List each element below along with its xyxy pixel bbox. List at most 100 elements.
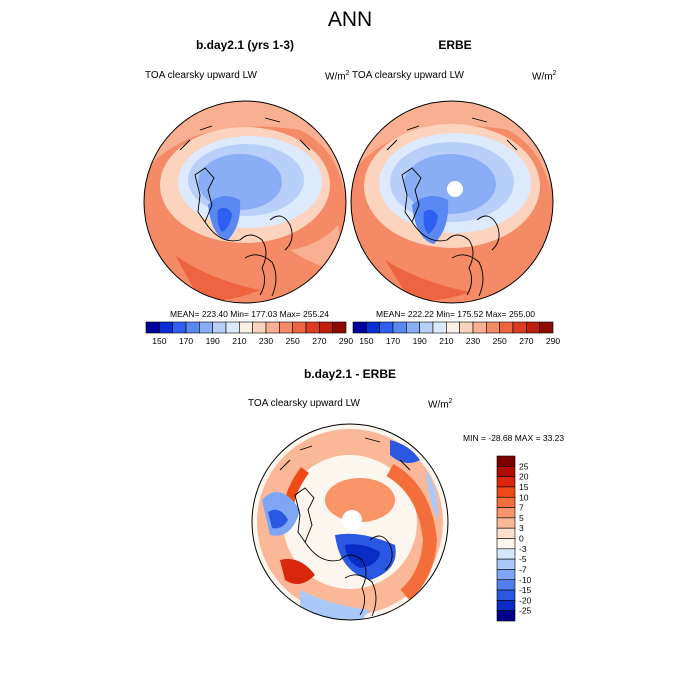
colorbar-panel3-tick-label: -15: [519, 585, 532, 595]
panel3-variable: TOA clearsky upward LW: [248, 398, 360, 409]
colorbar-panel3-swatch: [496, 600, 516, 611]
colorbar-panel2-swatch: [446, 321, 460, 334]
panel1-title: b.day2.1 (yrs 1-3): [195, 38, 295, 52]
colorbar-panel3-swatch: [496, 455, 516, 467]
colorbar-panel3-swatch: [496, 569, 516, 581]
colorbar-panel3-swatch: [496, 486, 516, 498]
colorbar-panel3-swatch: [496, 476, 516, 488]
colorbar-panel3-swatch: [496, 538, 516, 550]
colorbar-panel3-swatch: [496, 496, 516, 508]
colorbar-panel2-tick-label: 230: [466, 336, 480, 346]
colorbar-panel1-tick-label: 150: [152, 336, 166, 346]
colorbar-panel3-swatch: [496, 517, 516, 529]
colorbar-panel3-tick-label: 3: [519, 523, 524, 533]
colorbar-panel3-tick-label: -25: [519, 606, 532, 616]
colorbar-panel1-swatch: [252, 321, 267, 334]
colorbar-panel2-swatch: [539, 321, 554, 334]
panel1-stats: MEAN= 223.40 Min= 177.03 Max= 255.24: [170, 309, 330, 319]
colorbar-panel1-swatch: [225, 321, 240, 334]
colorbar-panel3-swatch: [496, 610, 516, 622]
colorbar-panel3-tick-label: -5: [519, 554, 527, 564]
colorbar-panel3-tick-label: 5: [519, 513, 524, 523]
colorbar-panel3-swatch: [496, 507, 516, 519]
colorbar-panel2-tick-label: 170: [386, 336, 400, 346]
colorbar-panel1: 150 170 190 210 230 250 270 290: [145, 321, 353, 346]
panel2-variable: TOA clearsky upward LW: [352, 70, 464, 81]
map-panel1-border: [143, 100, 347, 304]
panel2-stats: MEAN= 222.22 Min= 175.52 Max= 255.00: [376, 309, 536, 319]
colorbar-panel2-swatch: [432, 321, 447, 334]
colorbar-panel2-swatch: [459, 321, 474, 334]
colorbar-panel1-tick-label: 190: [206, 336, 220, 346]
colorbar-panel1-tick-label: 170: [179, 336, 193, 346]
colorbar-panel3-tick-label: -3: [519, 544, 527, 554]
map-panel3: [252, 424, 448, 620]
colorbar-panel1-swatch: [292, 321, 307, 334]
colorbar-panel3-tick-label: 10: [519, 492, 529, 502]
panel2-title: ERBE: [438, 38, 472, 52]
colorbar-panel2-swatch: [499, 321, 514, 334]
colorbar-panel2-tick-label: 150: [359, 336, 373, 346]
map-panel2: [351, 101, 553, 303]
panel3-stats: MIN = -28.68 MAX = 33.23: [463, 433, 565, 443]
colorbar-panel1-swatch: [199, 321, 213, 334]
colorbar-panel1-swatch: [279, 321, 293, 334]
panel1-variable: TOA clearsky upward LW: [145, 70, 257, 81]
colorbar-panel2-swatch: [392, 321, 407, 334]
colorbar-panel1-tick-label: 270: [312, 336, 326, 346]
colorbar-panel1-swatch: [159, 321, 173, 334]
colorbar-panel2-swatch: [406, 321, 420, 334]
colorbar-panel3-tick-label: -7: [519, 564, 527, 574]
colorbar-panel1-swatch: [185, 321, 200, 334]
colorbar-panel2-swatch: [352, 321, 367, 334]
colorbar-panel2-swatch: [512, 321, 527, 334]
colorbar-panel3-swatch: [496, 527, 516, 539]
colorbar-panel2-tick-label: 290: [546, 336, 560, 346]
colorbar-panel3-tick-label: 20: [519, 472, 529, 482]
colorbar-panel3-swatch: [496, 466, 516, 477]
colorbar-panel2-tick-label: 210: [439, 336, 453, 346]
colorbar-panel3-swatch: [496, 579, 516, 591]
colorbar-panel1-swatch: [172, 321, 187, 334]
colorbar-panel1-swatch: [319, 321, 333, 334]
colorbar-panel1-tick-label: 230: [259, 336, 273, 346]
colorbar-panel3-tick-label: 25: [519, 461, 529, 471]
map-panel2-border: [350, 100, 554, 304]
main-title: ANN: [327, 8, 373, 31]
colorbar-panel2-swatch: [379, 321, 394, 334]
colorbar-panel2-tick-label: 190: [413, 336, 427, 346]
colorbar-panel2-tick-label: 270: [519, 336, 533, 346]
colorbar-panel2-tick-label: 250: [493, 336, 507, 346]
colorbar-panel1-swatch: [145, 321, 160, 334]
colorbar-panel3-tick-label: -10: [519, 575, 532, 585]
colorbar-panel1-tick-label: 290: [339, 336, 353, 346]
colorbar-panel1-tick-label: 210: [232, 336, 246, 346]
colorbar-panel1-swatch: [239, 321, 253, 334]
map-panel1: [144, 101, 346, 303]
colorbar-panel3-tick-label: -20: [519, 595, 532, 605]
colorbar-panel1-swatch: [332, 321, 347, 334]
colorbar-panel1-tick-label: 250: [286, 336, 300, 346]
colorbar-panel3-tick-label: 0: [519, 534, 524, 544]
colorbar-panel2-swatch: [526, 321, 540, 334]
colorbar-panel2-swatch: [419, 321, 434, 334]
panel3-units: W/m2: [428, 398, 453, 411]
colorbar-panel1-swatch: [212, 321, 227, 334]
colorbar-panel1-swatch: [265, 321, 280, 334]
panel3-title: b.day2.1 - ERBE: [303, 367, 397, 381]
colorbar-panel2-swatch: [486, 321, 500, 334]
colorbar-panel3-swatch: [496, 558, 516, 570]
panel2-units: W/m2: [532, 70, 557, 83]
colorbar-panel3-swatch: [496, 589, 516, 601]
colorbar-panel3-tick-label: 15: [519, 482, 529, 492]
colorbar-panel2: 150 170 190 210 230 250 270 290: [352, 321, 560, 346]
colorbar-panel1-swatch: [305, 321, 320, 334]
map-panel3-border: [251, 423, 449, 621]
colorbar-panel3-tick-label: 7: [519, 503, 524, 513]
panel1-units: W/m2: [325, 70, 350, 83]
colorbar-panel2-swatch: [472, 321, 487, 334]
colorbar-panel3-swatch: [496, 548, 516, 560]
colorbar-panel2-swatch: [366, 321, 380, 334]
